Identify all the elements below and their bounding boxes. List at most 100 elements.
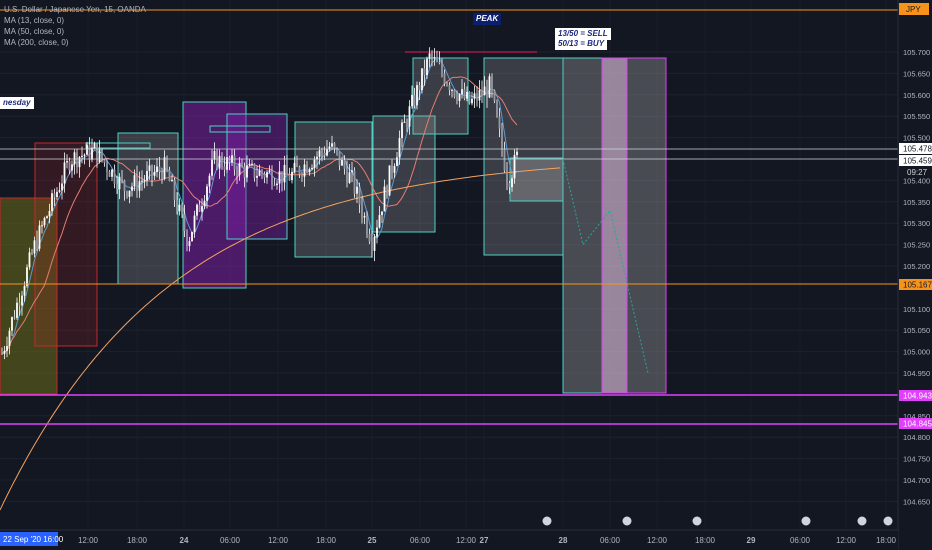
candle-body	[333, 143, 336, 149]
candle-body	[296, 163, 298, 167]
candle-body	[276, 183, 278, 186]
candle-body	[353, 170, 356, 194]
candle-body	[376, 227, 378, 237]
candle-body	[391, 165, 393, 173]
candle-body	[291, 171, 293, 181]
peak-label[interactable]: PEAK	[473, 13, 502, 25]
ma13-legend[interactable]: MA (13, close, 0)	[4, 16, 65, 25]
price-tick-label: 105.000	[903, 348, 930, 357]
zone-boxes	[0, 51, 667, 395]
candle-body	[263, 173, 266, 178]
candle-body	[101, 149, 103, 160]
candle-body	[226, 157, 228, 170]
time-tick-label: 06:00	[790, 536, 811, 545]
candle-body	[31, 252, 33, 254]
candle-body	[208, 175, 211, 187]
price-tick-label: 105.500	[903, 134, 930, 143]
candle-body	[88, 144, 91, 160]
price-axis-bg	[898, 0, 932, 550]
orange-level-label: 105.167	[903, 281, 932, 290]
candle-body	[251, 163, 253, 165]
candle-body	[178, 204, 181, 212]
candle-body	[191, 231, 193, 242]
buy-rule-label[interactable]: 50/13 = BUY	[555, 38, 608, 50]
price-tick-label: 105.700	[903, 48, 930, 57]
ma50-legend[interactable]: MA (50, close, 0)	[4, 27, 65, 36]
price-tick-label: 104.850	[903, 412, 930, 421]
candle-body	[26, 267, 28, 286]
candle-body	[323, 152, 326, 156]
candle-body	[436, 57, 438, 62]
price-tick-label: 105.200	[903, 262, 930, 271]
start-time-label: 22 Sep '20 16:00	[3, 535, 64, 544]
candle-body	[508, 183, 511, 188]
candle-body	[198, 204, 201, 212]
candle-body	[466, 92, 468, 99]
time-tick-label: 12:00	[78, 536, 99, 545]
candle-body	[48, 211, 51, 217]
candle-body	[298, 166, 301, 175]
candle-body	[168, 170, 171, 182]
candle-body	[158, 166, 161, 172]
candle-body	[61, 183, 63, 191]
candle-body	[416, 85, 418, 106]
symbol-title[interactable]: U.S. Dollar / Japanese Yen, 15, OANDA	[4, 5, 146, 14]
candle-body	[161, 171, 163, 179]
candle-body	[188, 241, 191, 247]
candle-body	[331, 143, 333, 147]
candle-body	[418, 85, 421, 91]
olive-zone	[0, 197, 58, 395]
candle-body	[176, 199, 178, 212]
current-price-badge	[899, 155, 932, 166]
candle-body	[313, 159, 316, 168]
price-tick-label: 104.950	[903, 369, 930, 378]
candle-body	[143, 180, 146, 182]
candle-body	[23, 285, 26, 296]
price-tick-label: 104.700	[903, 476, 930, 485]
candle-body	[426, 58, 428, 76]
candle-body	[316, 156, 318, 160]
candle-body	[68, 161, 71, 171]
price-tick-label: 105.350	[903, 198, 930, 207]
candle-body	[433, 57, 436, 59]
price-tick-label: 105.050	[903, 326, 930, 335]
projection-zone-3	[601, 57, 628, 394]
candle-body	[203, 200, 206, 207]
candle-body	[471, 98, 473, 104]
candle-body	[368, 234, 371, 242]
candle-body	[283, 164, 286, 183]
time-tick-label: 29	[747, 536, 756, 545]
candle-body	[83, 154, 86, 156]
candle-body	[103, 159, 106, 163]
time-tick-label: 18:00	[316, 536, 337, 545]
candle-body	[461, 89, 463, 95]
candle-body	[211, 159, 213, 176]
candle-body	[336, 148, 338, 152]
ma200-legend[interactable]: MA (200, close, 0)	[4, 38, 69, 47]
candle-body	[126, 191, 128, 197]
candle-body	[481, 89, 483, 96]
candle-body	[311, 167, 313, 170]
event-icon	[691, 515, 703, 527]
candle-body	[501, 128, 503, 150]
candle-body	[146, 171, 148, 181]
candle-body	[408, 106, 411, 127]
candle-body	[281, 171, 283, 183]
time-tick-label: 12:00	[836, 536, 857, 545]
price-tick-label: 105.600	[903, 91, 930, 100]
candle-body	[256, 175, 258, 178]
candle-body	[366, 215, 368, 235]
candle-body	[271, 170, 273, 185]
candle-body	[493, 90, 496, 101]
candle-body	[361, 204, 363, 218]
sell-rule-label[interactable]: 13/50 = SELL	[555, 28, 611, 40]
candle-body	[438, 61, 441, 64]
candle-body	[73, 152, 76, 165]
event-icon	[541, 515, 553, 527]
candle-body	[448, 85, 451, 91]
currency-badge[interactable]	[899, 3, 929, 15]
candle-body	[243, 166, 246, 178]
price-tick-label: 105.550	[903, 112, 930, 121]
candle-body	[463, 89, 466, 99]
